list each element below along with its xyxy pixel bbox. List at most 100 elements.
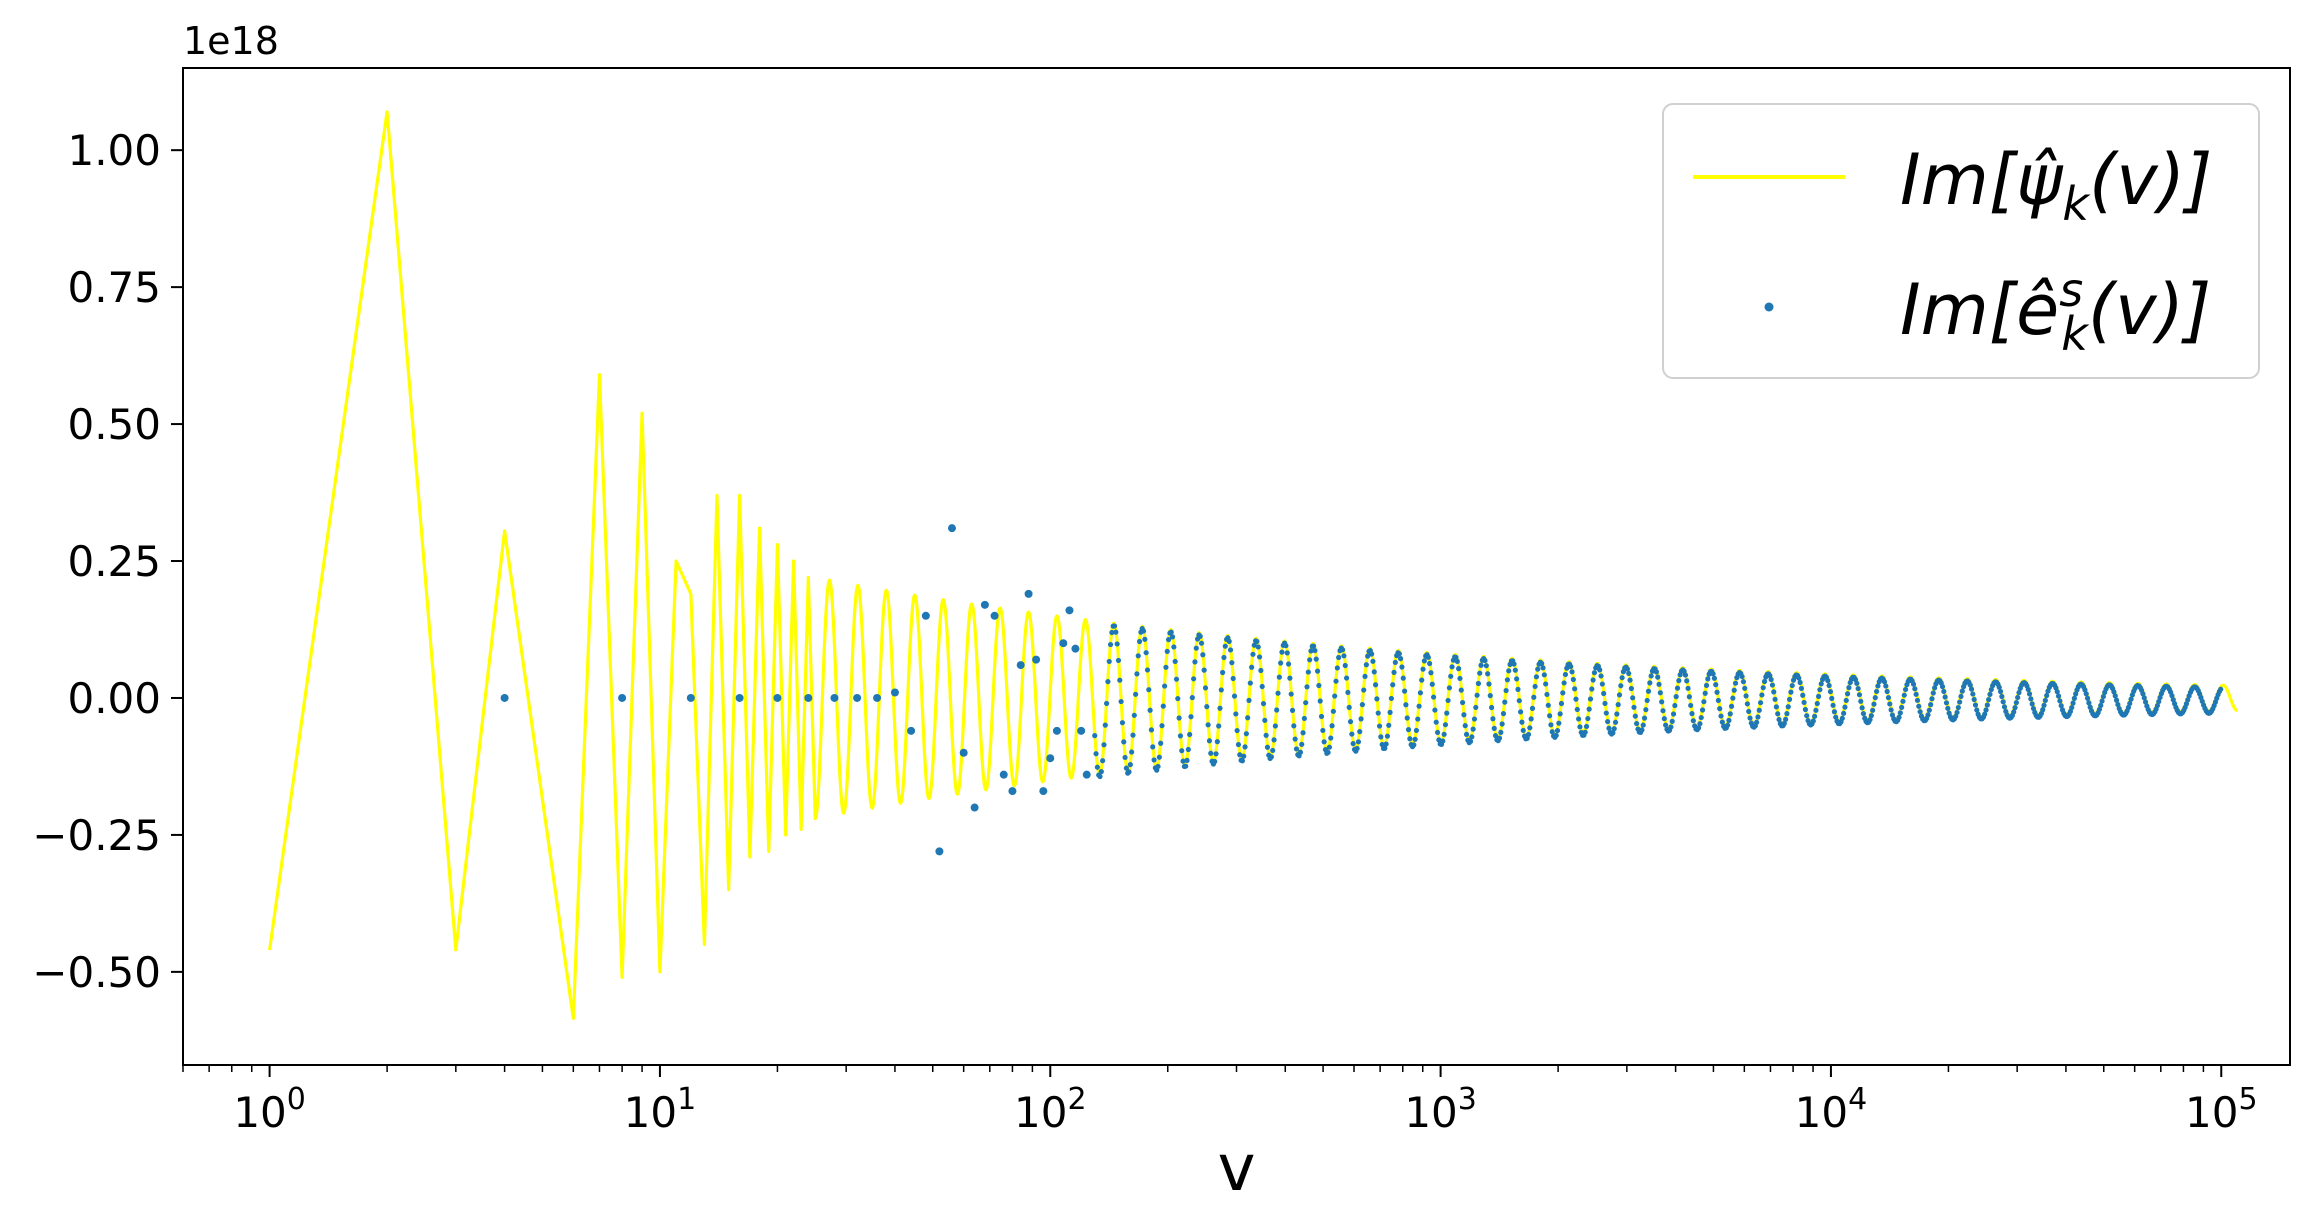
data-point-dense	[1533, 674, 1540, 680]
data-point-dense	[1858, 698, 1864, 704]
data-point-dense	[1640, 722, 1646, 728]
data-point-dense	[1473, 704, 1479, 711]
legend-box	[1662, 103, 2260, 379]
data-point-dense	[1354, 745, 1360, 752]
data-point-dense	[1670, 711, 1677, 717]
data-point-30	[1082, 770, 1091, 779]
data-point-dense	[1283, 643, 1289, 649]
data-point-dense	[1783, 716, 1789, 722]
data-point-dense	[1198, 640, 1205, 646]
data-point-dense	[1756, 707, 1762, 713]
plot-area	[268, 110, 2239, 1021]
data-point-dense	[1156, 754, 1162, 760]
data-point-dense	[1359, 702, 1365, 708]
data-point-dense	[1987, 691, 1993, 697]
y-axis: −0.50 −0.25 0.00 0.25 0.50 0.75 1.00	[32, 126, 183, 997]
data-point-dense	[1392, 659, 1398, 666]
data-point-dense	[1860, 710, 1867, 717]
data-point-dense	[1292, 736, 1298, 742]
data-point-dense	[1094, 764, 1100, 770]
data-point-dense	[1107, 641, 1114, 648]
data-point-dense	[1696, 725, 1702, 731]
data-point-dense	[1815, 693, 1822, 700]
data-point-dense	[1169, 634, 1176, 640]
data-point-dense	[1163, 664, 1169, 670]
data-point-dense	[1475, 680, 1482, 687]
data-point-dense	[1220, 669, 1226, 676]
data-point-dense	[1657, 690, 1663, 696]
data-point-dense	[1482, 657, 1488, 664]
data-point-dense	[1532, 683, 1538, 690]
data-point-dense	[1814, 700, 1820, 707]
data-point-dense	[1812, 713, 1818, 719]
data-point-dense	[1718, 713, 1724, 719]
data-point-dense	[1785, 704, 1791, 710]
data-point-dense	[1942, 694, 1948, 700]
data-point-dense	[1185, 746, 1191, 753]
data-point-dense	[1682, 672, 1689, 678]
data-point-dense	[1643, 707, 1649, 713]
data-point-dense	[1382, 745, 1388, 751]
data-point-dense	[1396, 651, 1402, 657]
data-point-24	[1046, 754, 1055, 763]
data-point-dense	[1127, 762, 1133, 768]
data-point-dense	[1268, 754, 1275, 760]
data-point-dense	[1383, 741, 1389, 747]
data-point-dense	[1701, 699, 1707, 705]
data-point-dense	[1179, 748, 1185, 754]
data-point-dense	[2013, 700, 2019, 706]
data-point-dense	[1796, 675, 1802, 681]
data-point-dense	[1917, 709, 1923, 715]
data-point-dense	[1334, 665, 1340, 671]
data-point-dense	[1825, 678, 1831, 684]
data-point-dense	[1105, 679, 1111, 685]
data-point-dense	[1375, 710, 1381, 716]
data-point-dense	[2044, 692, 2050, 699]
data-point-dense	[1611, 726, 1617, 732]
data-point-dense	[1102, 722, 1108, 728]
data-point-dense	[1928, 702, 1934, 708]
data-point-dense	[1200, 652, 1206, 658]
data-point-dense	[1598, 673, 1604, 679]
x-tick-label: 104	[1795, 1082, 1868, 1137]
data-point-dense	[1288, 691, 1294, 697]
data-point-dense	[1151, 757, 1157, 763]
data-point-dense	[1118, 698, 1124, 705]
data-point-dense	[2016, 689, 2022, 696]
data-point-dense	[1597, 667, 1603, 673]
data-point-dense	[1697, 721, 1703, 727]
data-point-dense	[1570, 676, 1576, 683]
data-point-dense	[1413, 727, 1420, 734]
data-point-dense	[1632, 713, 1638, 719]
data-point-dense	[1529, 705, 1536, 712]
data-point-dense	[1672, 702, 1678, 709]
data-point-dense	[1308, 648, 1314, 654]
data-point-dense	[1881, 679, 1888, 685]
data-point-dense	[1363, 662, 1369, 668]
data-point-dense	[1239, 758, 1246, 764]
data-point-dense	[1939, 684, 1946, 690]
data-point-dense	[1226, 638, 1232, 645]
data-point-dense	[1634, 720, 1640, 727]
data-point-dense	[1448, 673, 1454, 679]
data-point-dense	[1123, 765, 1129, 771]
data-point-dense	[1133, 691, 1139, 697]
data-point-dense	[1747, 715, 1753, 721]
data-point-dense	[1486, 681, 1492, 687]
data-point-dense	[2115, 701, 2121, 708]
data-point-dense	[1388, 695, 1394, 702]
data-point-dense	[1499, 721, 1505, 727]
data-point-dense	[1827, 689, 1834, 695]
data-point-0	[500, 693, 509, 702]
data-point-dense	[1122, 754, 1128, 761]
data-point-dense	[1188, 714, 1194, 720]
data-point-dense	[1605, 718, 1611, 725]
data-point-dense	[1689, 711, 1695, 717]
data-point-dense	[1754, 719, 1760, 725]
data-point-dense	[1390, 682, 1396, 688]
data-point-dense	[1115, 657, 1122, 664]
legend-label-0: Im[ψ̂k(v)]	[1900, 139, 2212, 231]
data-point-dense	[1974, 707, 1980, 713]
data-point-dense	[1562, 671, 1569, 678]
data-point-dense	[2096, 706, 2103, 713]
